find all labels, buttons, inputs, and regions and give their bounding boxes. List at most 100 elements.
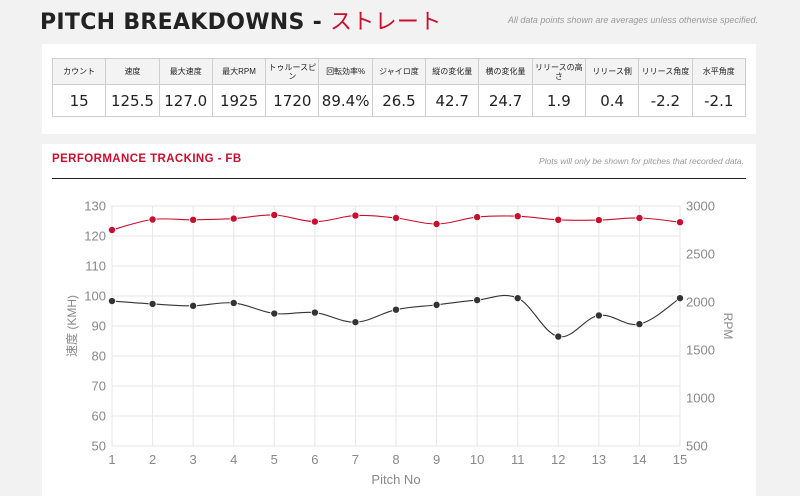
- x-tick-label: 11: [511, 452, 525, 467]
- data-point: [635, 214, 644, 223]
- data-point: [229, 298, 238, 307]
- stats-value: 125.5: [105, 84, 160, 117]
- y2-tick-label: 1000: [686, 391, 715, 406]
- stats-value-row: 15 125.5 127.0 1925 1720 89.4% 26.5 42.7 24.7 1.9…: [51, 84, 747, 117]
- stats-value: -2.1: [691, 84, 747, 117]
- stats-column-header: ジャイロ度: [371, 58, 427, 85]
- x-tick-label: 8: [392, 452, 399, 467]
- stats-value: 89.4%: [318, 84, 373, 117]
- x-tick-label: 15: [673, 452, 687, 467]
- data-point: [554, 332, 563, 341]
- x-tick-label: 13: [592, 452, 606, 467]
- stats-column-header: リリース側: [584, 58, 640, 85]
- data-point: [310, 308, 319, 317]
- x-tick-label: 3: [190, 452, 197, 467]
- pitch-type-label: ストレート: [330, 10, 442, 35]
- x-tick-label: 2: [149, 452, 156, 467]
- data-point: [594, 311, 603, 320]
- data-point: [676, 218, 685, 227]
- performance-title: PERFORMANCE TRACKING - FB: [52, 153, 242, 165]
- x-tick-label: 6: [311, 452, 318, 467]
- data-point: [513, 212, 522, 221]
- averages-note: All data points shown are averages unles…: [507, 15, 758, 25]
- stats-column-header: 回転効率%: [318, 58, 373, 85]
- data-point: [594, 216, 603, 225]
- data-point: [148, 299, 157, 308]
- y2-tick-label: 2500: [686, 247, 715, 262]
- y-tick-label: 60: [92, 409, 106, 424]
- stats-column-header: 縦の変化量: [425, 58, 480, 85]
- data-point: [676, 294, 685, 303]
- data-point: [108, 226, 117, 235]
- y-tick-label: 90: [92, 319, 106, 334]
- y2-tick-label: 1500: [686, 343, 715, 358]
- data-point: [270, 309, 279, 318]
- section-divider: [52, 178, 746, 179]
- data-point: [310, 217, 319, 226]
- stats-column-header: 水平角度: [691, 58, 747, 85]
- stats-value: -2.2: [638, 84, 693, 117]
- page-header: PITCH BREAKDOWNS - ストレート All data points…: [0, 0, 800, 44]
- y-tick-label: 120: [84, 229, 106, 244]
- data-point: [189, 215, 198, 224]
- y2-axis-title: RPM: [721, 313, 735, 340]
- stats-value: 1925: [211, 84, 267, 117]
- data-point: [270, 211, 279, 220]
- x-axis-title: Pitch No: [371, 472, 420, 487]
- stats-column-header: トゥルースピン: [265, 58, 320, 85]
- stats-column-header: 速度: [105, 58, 160, 85]
- x-tick-label: 9: [433, 452, 440, 467]
- stats-value: 1.9: [531, 84, 586, 117]
- data-point: [513, 294, 522, 303]
- y2-tick-label: 500: [686, 439, 708, 454]
- data-point: [554, 215, 563, 224]
- stats-value: 1720: [265, 84, 320, 117]
- y-axis-title: 速度 (KMH): [64, 295, 79, 357]
- y-tick-label: 80: [92, 349, 106, 364]
- data-point: [391, 214, 400, 223]
- y-tick-label: 70: [92, 379, 106, 394]
- stats-value: 15: [51, 84, 107, 117]
- x-tick-label: 10: [470, 452, 484, 467]
- data-point: [473, 213, 482, 222]
- data-point: [473, 296, 482, 305]
- x-tick-label: 7: [352, 452, 359, 467]
- stats-value: 0.4: [584, 84, 640, 117]
- y2-tick-label: 3000: [686, 199, 715, 214]
- x-tick-label: 1: [108, 452, 115, 467]
- data-point: [229, 214, 238, 223]
- data-point: [391, 305, 400, 314]
- stats-column-header: 最大速度: [158, 58, 213, 85]
- performance-card: PERFORMANCE TRACKING - FB Plots will onl…: [42, 144, 756, 496]
- y-tick-label: 130: [84, 199, 106, 214]
- data-point: [351, 318, 360, 327]
- stats-column-header: 最大RPM: [211, 58, 267, 85]
- data-point: [189, 301, 198, 310]
- y-tick-label: 100: [84, 289, 106, 304]
- stats-card: カウント 速度 最大速度 最大RPM トゥルースピン 回転効率% ジャイロ度 縦の変化量 横の変…: [42, 44, 756, 134]
- stats-column-header: リリース角度: [638, 58, 693, 85]
- stats-column-header: 横の変化量: [478, 58, 533, 85]
- x-tick-label: 12: [551, 452, 565, 467]
- data-point: [635, 320, 644, 329]
- x-tick-label: 14: [632, 452, 646, 467]
- stats-column-header: リリースの高さ: [531, 58, 586, 85]
- y2-tick-label: 2000: [686, 295, 715, 310]
- data-point: [432, 300, 441, 309]
- data-point: [108, 297, 117, 306]
- stats-value: 26.5: [371, 84, 427, 117]
- y-tick-label: 110: [85, 259, 106, 274]
- data-point: [351, 211, 360, 220]
- stats-value: 42.7: [425, 84, 480, 117]
- stats-table: カウント 速度 最大速度 最大RPM トゥルースピン 回転効率% ジャイロ度 縦の変化量 横の変…: [51, 58, 747, 117]
- x-tick-label: 4: [230, 452, 237, 467]
- plots-note: Plots will only be shown for pitches tha…: [538, 156, 744, 166]
- stats-column-header: カウント: [51, 58, 107, 85]
- stats-header-row: カウント 速度 最大速度 最大RPM トゥルースピン 回転効率% ジャイロ度 縦の変化量 横の変…: [51, 58, 747, 85]
- stats-value: 24.7: [478, 84, 533, 117]
- y-tick-label: 50: [92, 439, 106, 454]
- data-point: [432, 220, 441, 229]
- page-title: PITCH BREAKDOWNS - ストレート: [40, 10, 442, 35]
- x-tick-label: 5: [271, 452, 278, 467]
